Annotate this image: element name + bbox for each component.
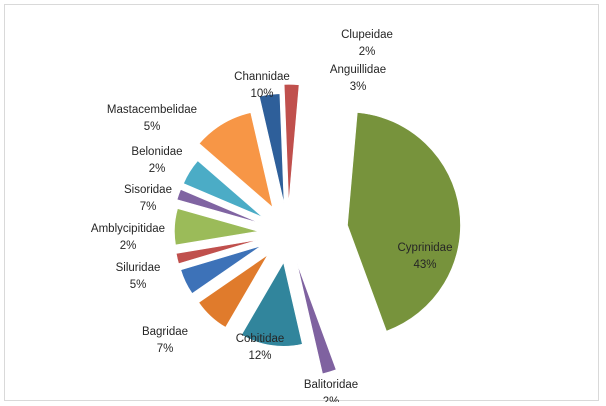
slice-name-label: Sisoridae [124,184,172,196]
slice-percent-label: 10% [250,88,273,100]
slice-name-label: Bagridae [142,326,188,338]
slice-name-label: Belonidae [131,146,182,158]
slice-name-label: Cyprinidae [398,242,453,254]
slice-percent-label: 2% [323,396,340,402]
slice-percent-label: 43% [413,259,436,271]
slice-percent-label: 5% [130,279,147,291]
pie-slice-siluridae [180,245,262,294]
pie-slice-mastacembelidae [183,160,263,218]
pie-slice-belonidae [176,189,260,224]
slice-name-label: Balitoridae [304,379,358,391]
pie-slice-amblycipitidae [175,239,259,265]
slice-percent-label: 2% [120,240,137,252]
slice-percent-label: 2% [359,46,376,58]
slice-name-label: Channidae [234,71,290,83]
slice-name-label: Amblycipitidae [91,223,165,235]
slice-name-label: Cobitidae [236,333,285,345]
slice-percent-label: 7% [140,201,157,213]
slice-name-label: Clupeidae [341,29,393,41]
pie-slice-bagridae [198,254,268,328]
slice-name-label: Siluridae [116,262,161,274]
slice-percent-label: 12% [248,350,271,362]
pie-slice-sisoridae [174,208,259,246]
pie-slice-channidae [198,112,274,209]
pie-slice-cyprinidae [347,112,461,332]
pie-slice-balitoridae [296,263,337,375]
slice-name-label: Mastacembelidae [107,104,197,116]
pie-slice-anguillidae [259,93,285,204]
slice-name-label: Anguillidae [330,64,386,76]
slice-percent-label: 3% [350,81,367,93]
pie-slice-cobitidae [241,261,303,347]
slice-percent-label: 7% [157,343,174,355]
chart-area: Cyprinidae 43% Balitoridae 2% Cobitidae 12% Ba… [4,4,599,402]
pie-chart: Cyprinidae 43% Balitoridae 2% Cobitidae 12% Ba… [91,29,461,402]
pie-slice-clupeidae [283,84,300,204]
slice-percent-label: 5% [144,121,161,133]
slice-percent-label: 2% [149,163,166,175]
